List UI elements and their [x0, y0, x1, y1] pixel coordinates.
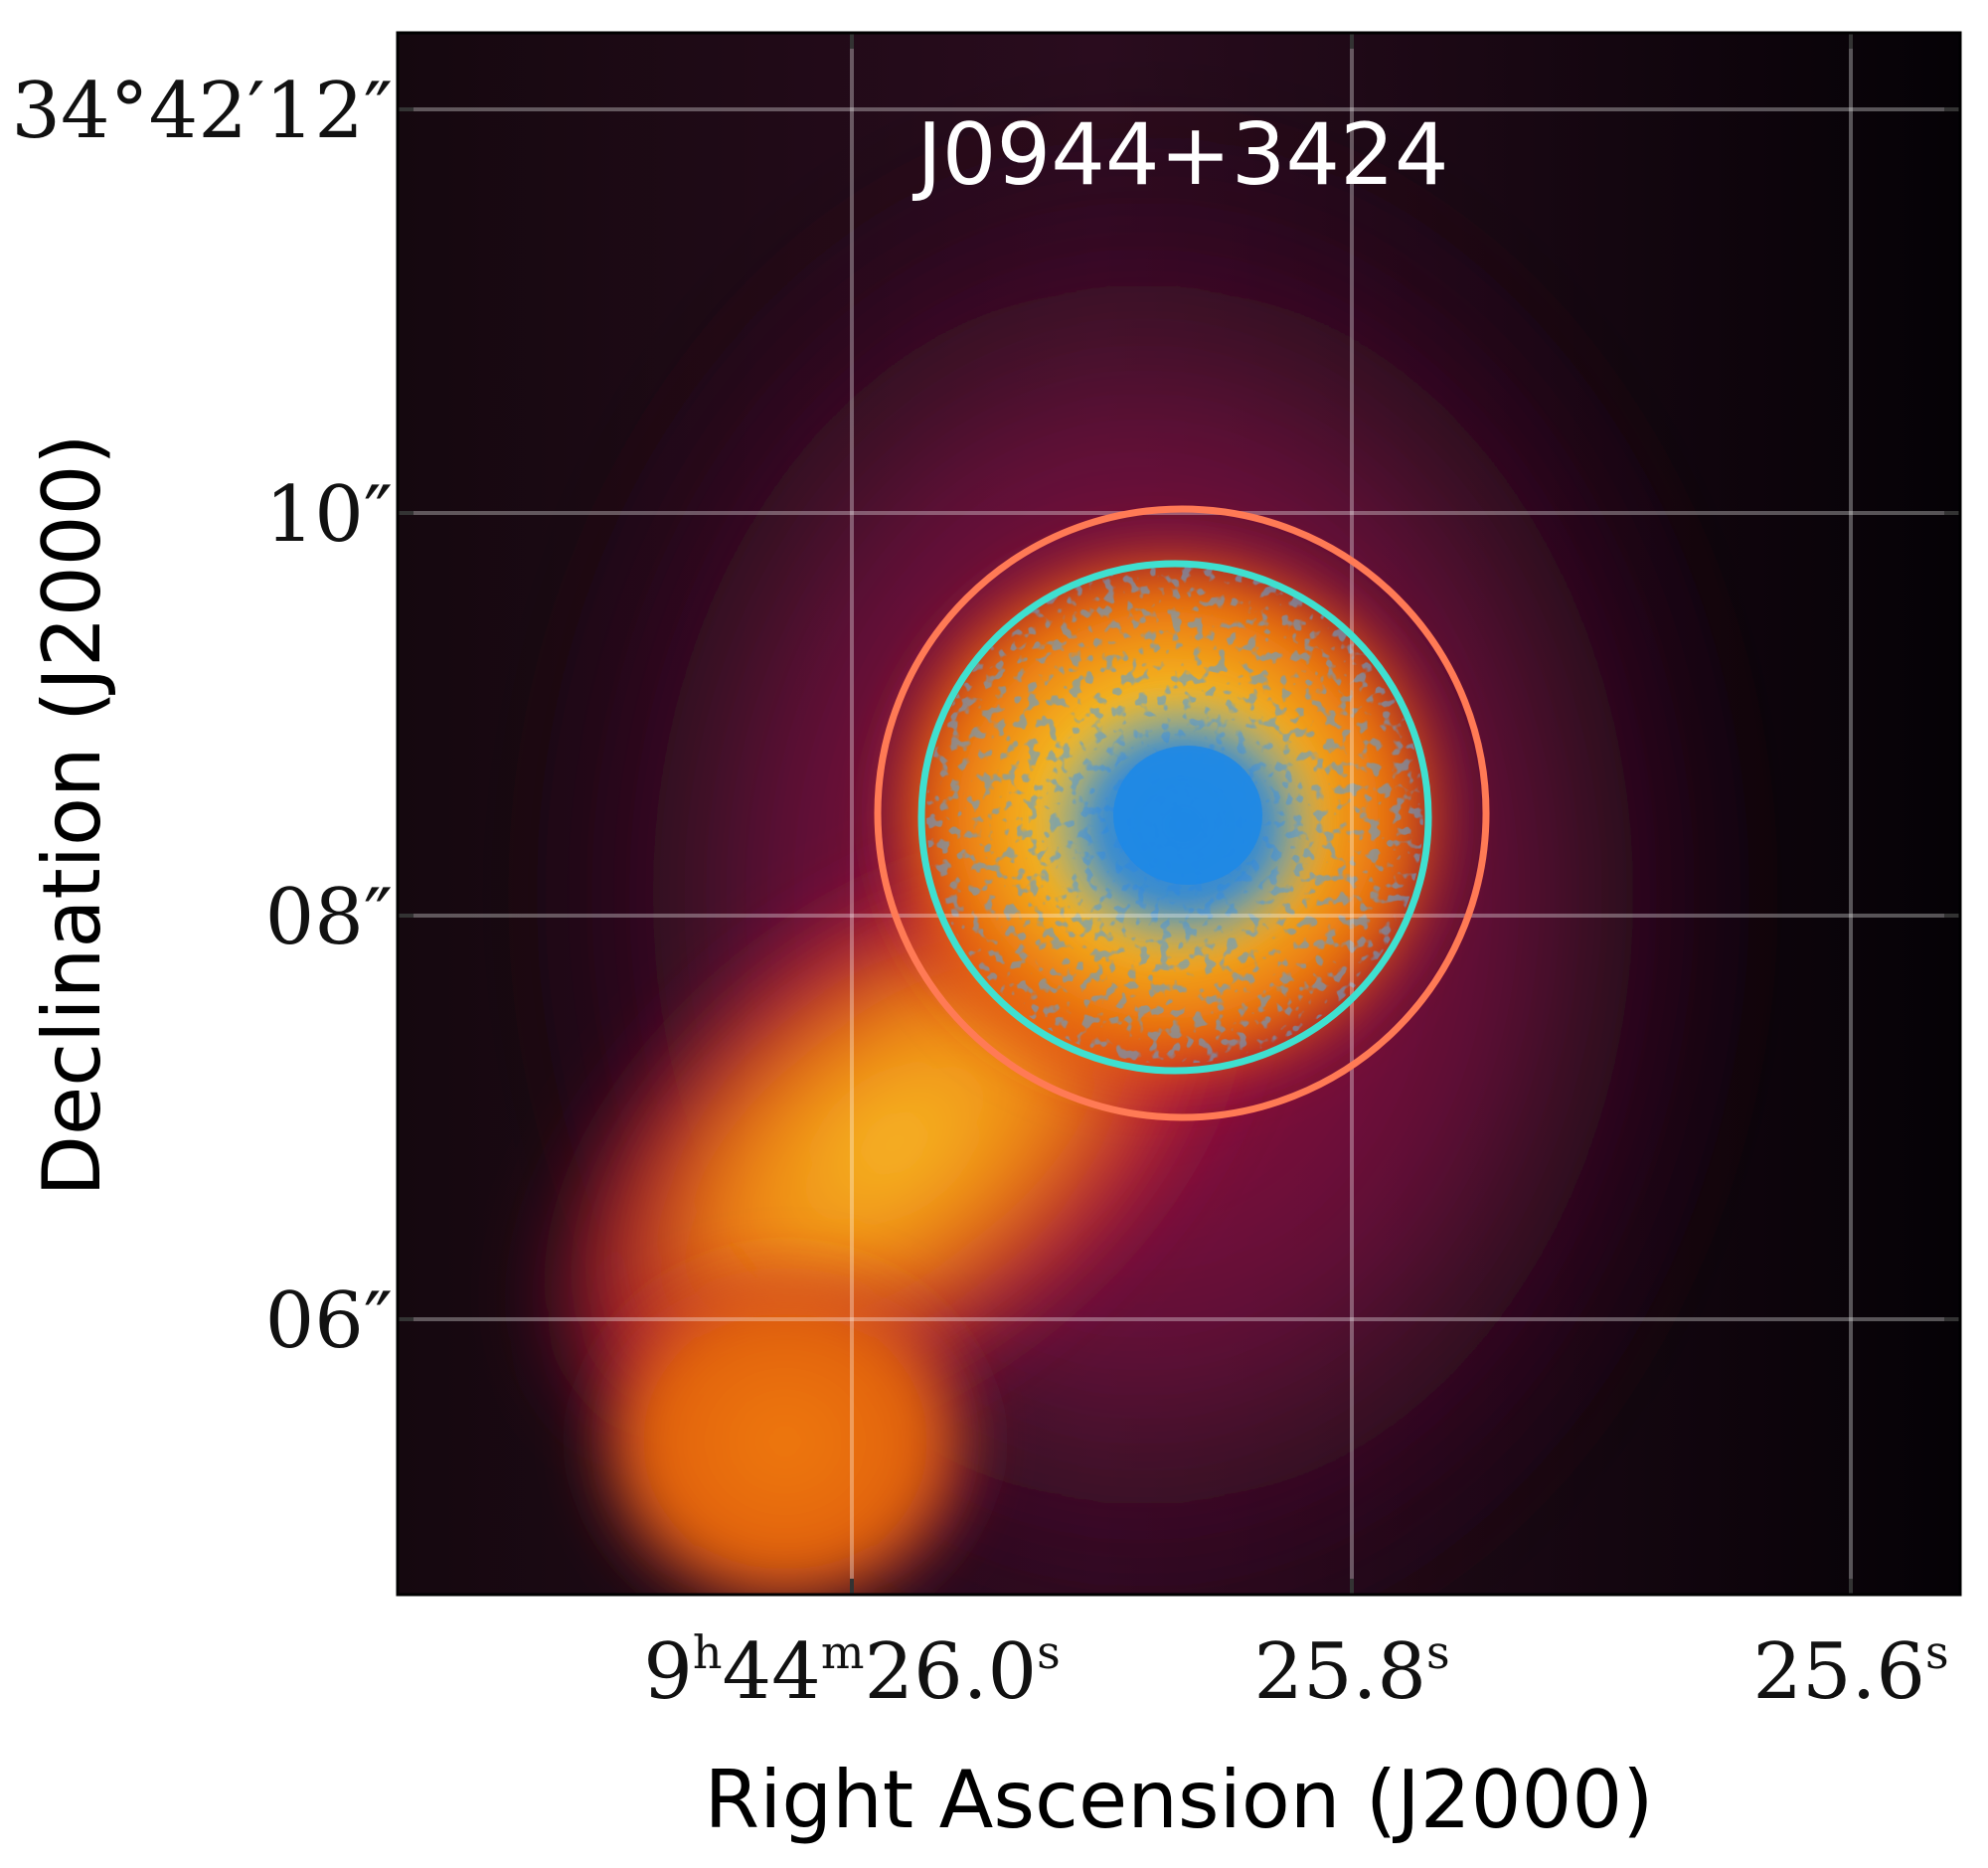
- y-tick-label-12: 34°42′12″: [11, 67, 393, 156]
- x-tick-labels: 9h44m26.0s 25.8s 25.6s: [643, 1625, 1948, 1717]
- object-title: J0944+3424: [911, 105, 1448, 205]
- image-panel: [398, 33, 1960, 1595]
- plot-frame: [396, 31, 1962, 1597]
- inner-aperture-circle: [917, 560, 1432, 1075]
- tick-marks: [398, 33, 1960, 1595]
- coordinate-grid: [398, 33, 1960, 1595]
- y-tick-label-08: 08″: [265, 873, 393, 962]
- y-tick-labels: 34°42′12″ 10″ 08″ 06″: [11, 67, 393, 1366]
- y-axis-label: Declination (J2000): [26, 433, 118, 1196]
- y-tick-label-10: 10″: [265, 470, 393, 560]
- x-tick-label-25.8: 25.8s: [1253, 1625, 1449, 1717]
- x-tick-label-26.0: 9h44m26.0s: [643, 1625, 1060, 1717]
- y-tick-label-06: 06″: [265, 1276, 393, 1366]
- x-tick-label-25.6: 25.6s: [1752, 1625, 1948, 1717]
- outer-aperture-circle: [874, 505, 1490, 1121]
- x-axis-label: Right Ascension (J2000): [705, 1754, 1654, 1846]
